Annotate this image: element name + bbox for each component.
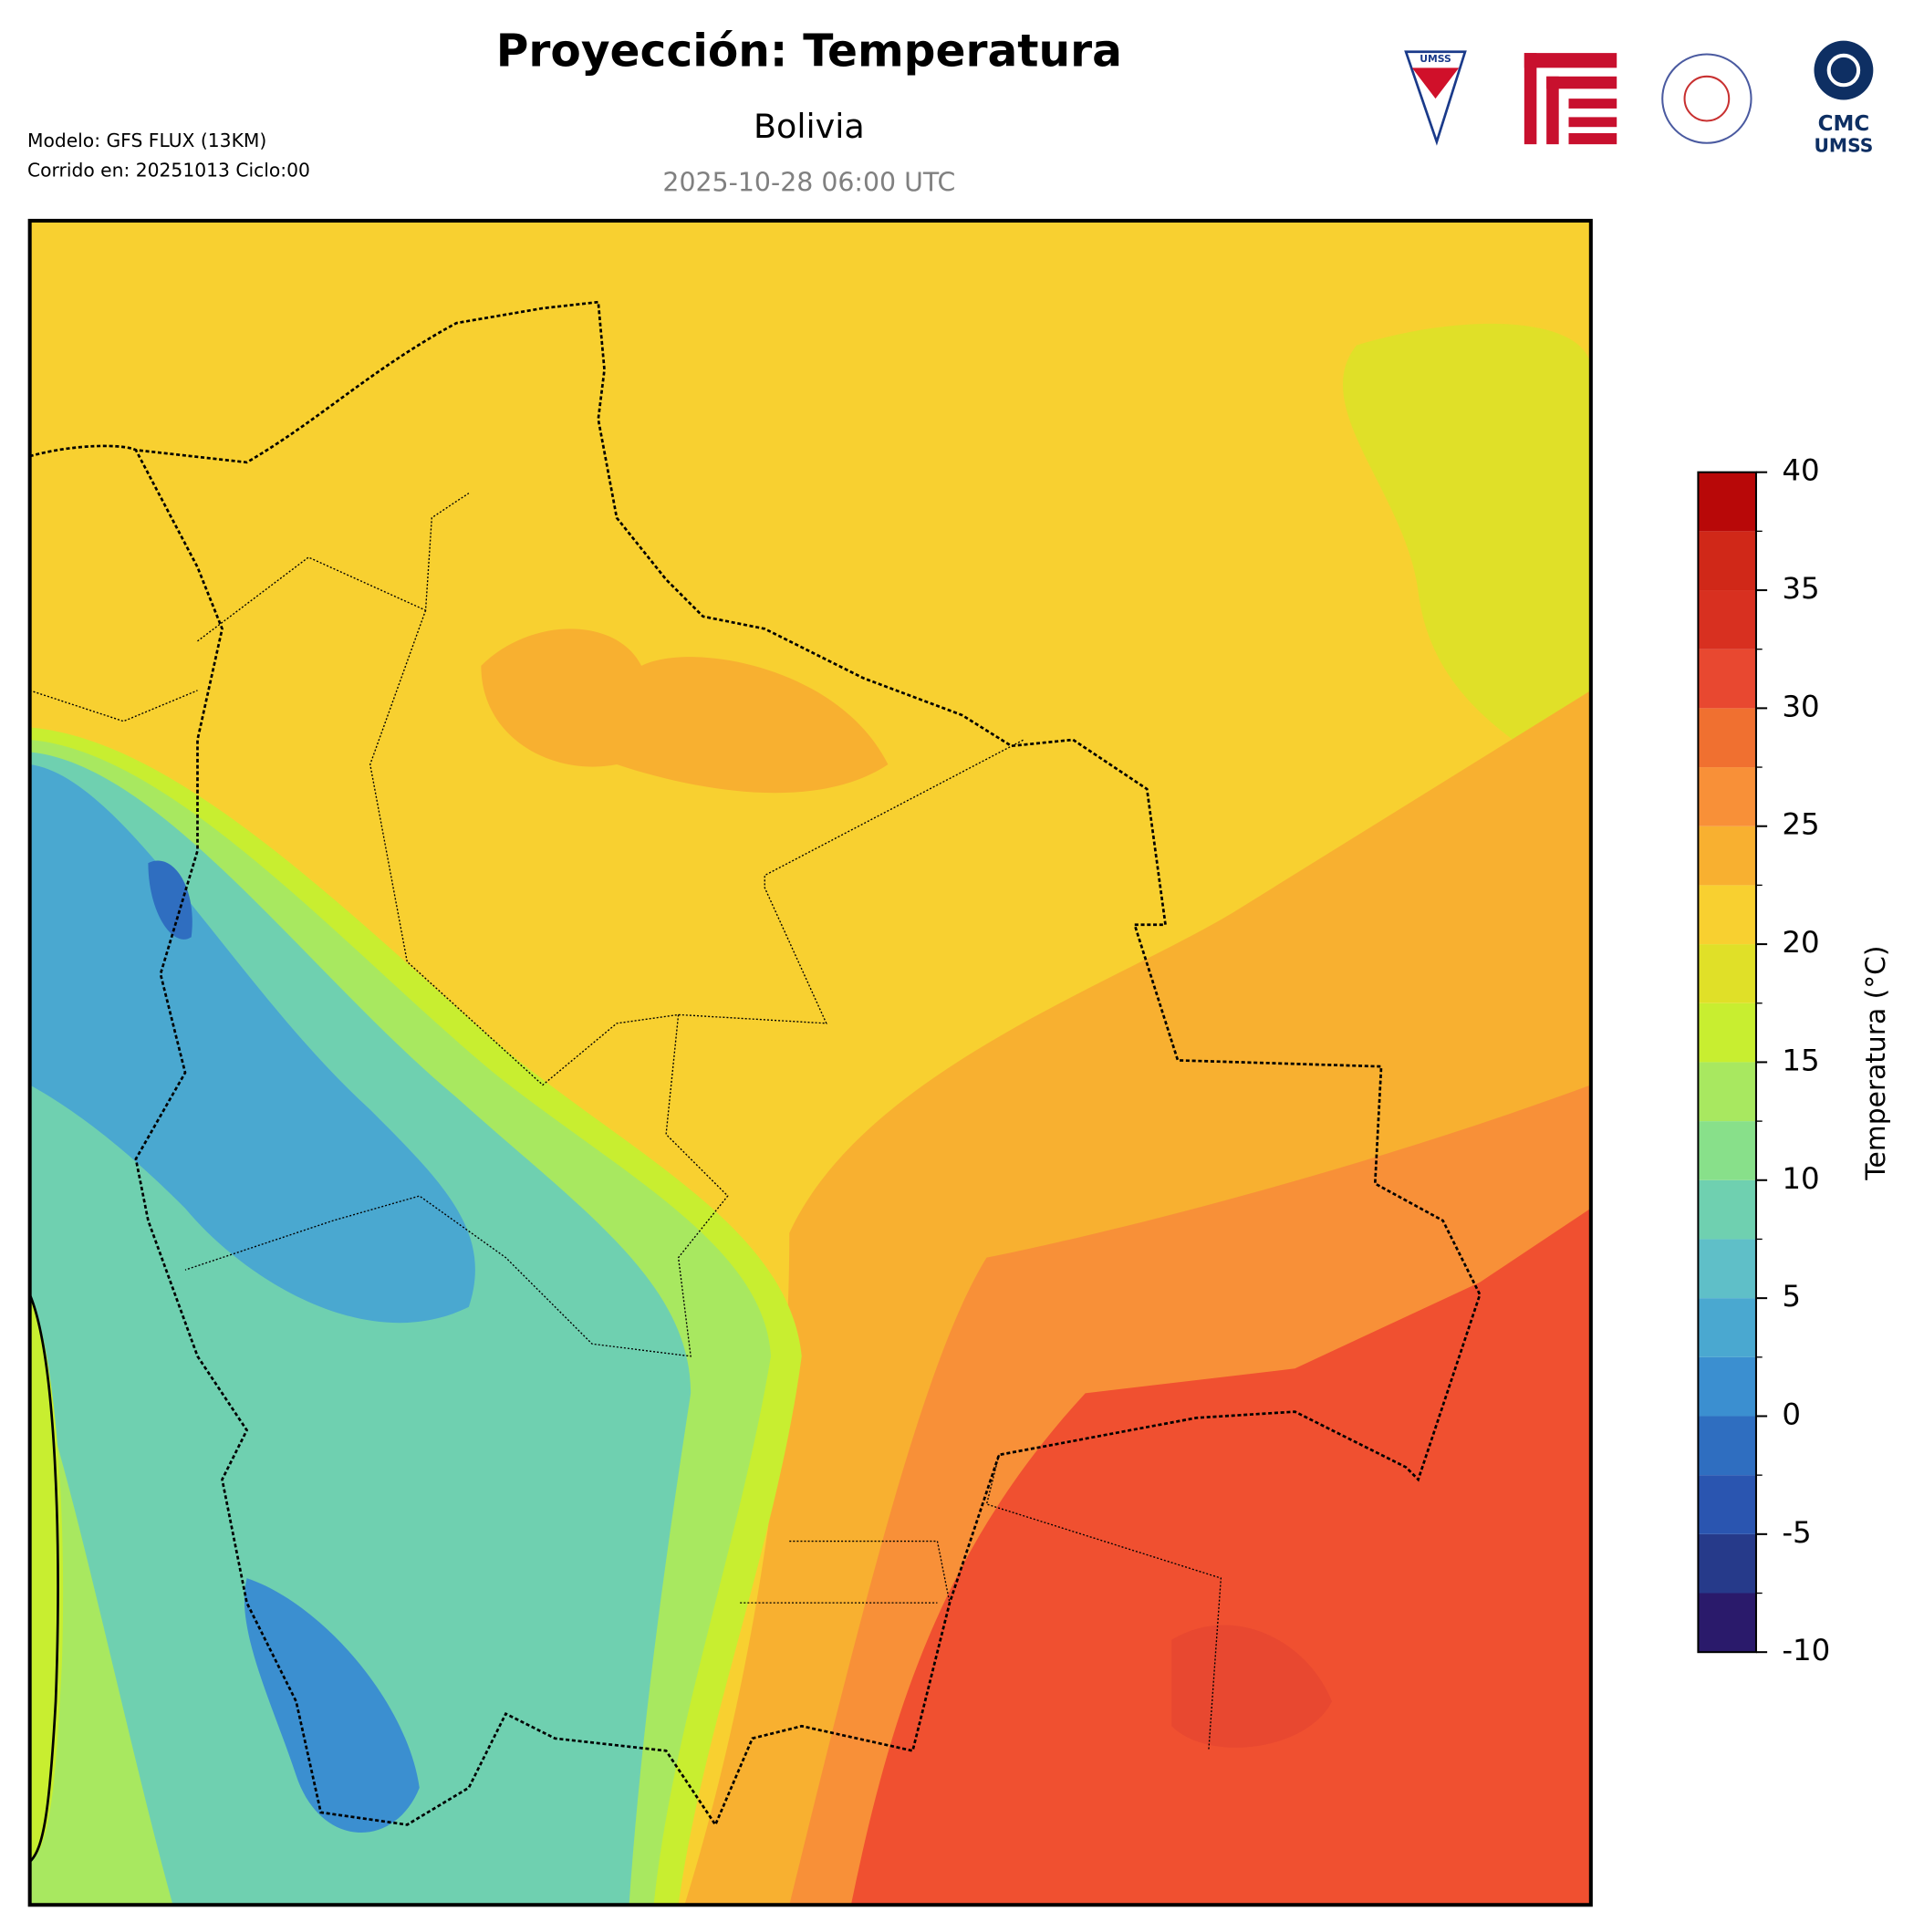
logo-cmc-text: CMC [1818, 112, 1870, 136]
subtitle: Bolivia [754, 107, 865, 146]
colorbar-band [1698, 826, 1756, 886]
field-colder [244, 1578, 420, 1833]
colorbar-frame [1697, 471, 1757, 1654]
map-frame [27, 218, 1593, 1907]
colorbar-tick-label: -5 [1782, 1515, 1811, 1550]
colorbar-band [1698, 590, 1756, 649]
colorbar-band [1698, 1356, 1756, 1417]
field-coldest [148, 860, 192, 940]
field-hot [850, 1208, 1591, 1906]
colorbar-band [1698, 472, 1756, 532]
title: Proyección: Temperatura [496, 26, 1122, 77]
colorbar-band [1698, 1416, 1756, 1476]
logo-cmc-inner [1826, 53, 1861, 88]
logo-physics [1661, 53, 1752, 144]
colorbar-band [1698, 1002, 1756, 1063]
colorbar-band [1698, 1121, 1756, 1180]
date: 2025-10-28 06:00 UTC [662, 167, 955, 197]
colorbar-band [1698, 1062, 1756, 1122]
field-patch [481, 628, 889, 794]
logo-shield-red [1411, 68, 1460, 99]
logo-shield-text: UMSS [1420, 53, 1451, 65]
logos: UMSS CMC UMSS [1404, 40, 1874, 156]
country-border [29, 300, 1482, 1828]
field-colder [29, 764, 475, 1324]
colorbar-band [1698, 767, 1756, 826]
colorbar-band [1698, 1298, 1756, 1357]
colorbar-band [1698, 944, 1756, 1003]
colorbar-band [1698, 1475, 1756, 1534]
field-hotspot [1171, 1625, 1332, 1748]
logo-physics-inner [1683, 75, 1731, 122]
colorbar-tick-label: 0 [1782, 1397, 1801, 1431]
colorbar-band [1698, 1179, 1756, 1240]
colorbar-tick-label: -10 [1782, 1633, 1830, 1667]
model-info: Modelo: GFS FLUX (13KM) [27, 130, 266, 151]
coastline [29, 1293, 59, 1863]
colorbar-band [1698, 1593, 1756, 1653]
colorbar-tick-label: 30 [1782, 689, 1819, 723]
colorbar-tick-label: 10 [1782, 1161, 1819, 1196]
colorbar-tick-label: 20 [1782, 925, 1819, 960]
colorbar-tick-label: 25 [1782, 807, 1819, 842]
logo-fcyt [1524, 53, 1617, 145]
colorbar-label: Temperatura (°C) [1860, 946, 1892, 1181]
colorbar-tick-label: 15 [1782, 1043, 1819, 1077]
colorbar-band [1698, 708, 1756, 768]
colorbar-tick-label: 40 [1782, 453, 1819, 488]
colorbar: -10 -5 0 5 10 15 20 25 30 35 40 [1697, 453, 1830, 1667]
colorbar-band [1698, 1533, 1756, 1594]
run-info: Corrido en: 20251013 Ciclo:00 [27, 159, 310, 181]
colorbar-band [1698, 885, 1756, 945]
logo-cmc-sub: UMSS [1814, 134, 1873, 156]
field-patch [1343, 323, 1591, 790]
logo-cmc [1814, 40, 1874, 100]
colorbar-band [1698, 531, 1756, 591]
colorbar-tick-label: 35 [1782, 571, 1819, 606]
colorbar-tick-label: 5 [1782, 1279, 1801, 1314]
colorbar-band [1698, 1239, 1756, 1299]
map [29, 220, 1591, 1906]
colorbar-band [1698, 649, 1756, 709]
